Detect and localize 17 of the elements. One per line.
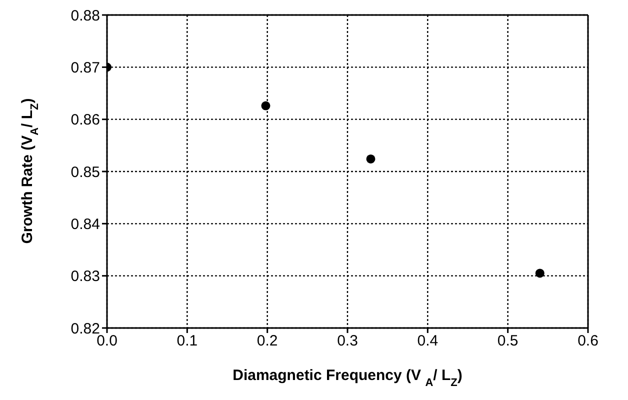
x-tick-label: 0.6	[578, 332, 598, 350]
y-tick-label: 0.85	[70, 164, 100, 181]
point	[261, 101, 270, 110]
x-tick-label: 0.2	[256, 332, 278, 350]
y-tick-label: 0.88	[70, 7, 100, 24]
y-tick-label: 0.83	[70, 268, 100, 286]
y-tick-label: 0.86	[70, 112, 100, 129]
x-tick-label: 0.0	[96, 332, 118, 350]
y-tick-label: 0.87	[70, 59, 100, 76]
x-tick-label: 0.5	[497, 332, 518, 350]
x-tick-label: 0.3	[337, 332, 358, 350]
point	[535, 268, 544, 278]
y-tick-label: 0.84	[70, 216, 100, 233]
x-axis-title: Diamagnetic Frequency (V $_{A}$/ L$_{Z}$)	[232, 367, 462, 389]
x-tick-label: 0.4	[417, 332, 438, 350]
point	[366, 154, 376, 164]
x-tick-label: 0.1	[176, 332, 198, 350]
